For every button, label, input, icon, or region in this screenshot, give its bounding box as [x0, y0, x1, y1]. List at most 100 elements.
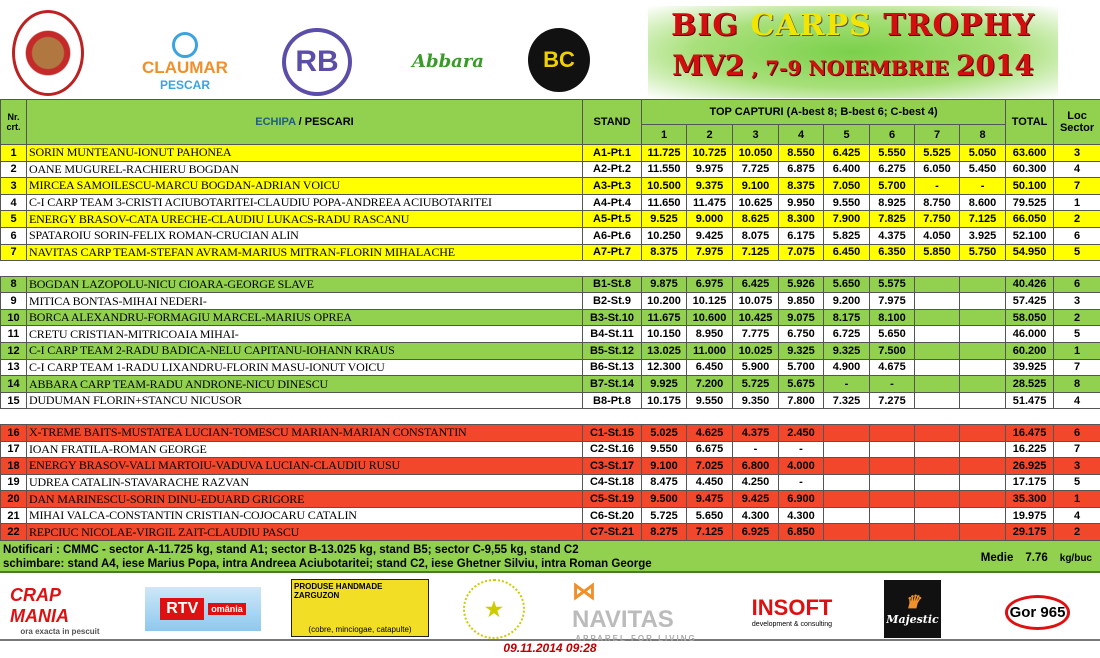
catch-weight: 10.600 — [686, 308, 733, 327]
sector-place: 4 — [1053, 506, 1100, 525]
stand: C5-St.19 — [582, 490, 642, 508]
team-name: DAN MARINESCU-SORIN DINU-EDUARD GRIGORE — [26, 490, 583, 508]
catch-weight: 4.450 — [686, 473, 733, 492]
total: 79.525 — [1005, 193, 1055, 212]
row-number: 17 — [0, 440, 27, 459]
col-catch-7: 7 — [914, 124, 960, 145]
col-catch-5: 5 — [823, 124, 870, 145]
sector-place: 1 — [1053, 193, 1100, 212]
total: 17.175 — [1005, 473, 1055, 492]
table-row: 9 MITICA BONTAS-MIHAI NEDERI- B2-St.9 10.20… — [0, 292, 1100, 310]
header: CLAUMAR PESCAR RB Abbara BC BIG CARPS TR… — [0, 0, 1100, 98]
table-row: 1 SORIN MUNTEANU-IONUT PAHONEA A1-Pt.1 11.7… — [0, 144, 1100, 162]
catch-weight — [958, 375, 1007, 393]
col-catch-8: 8 — [958, 124, 1007, 145]
catch-weight: 4.300 — [778, 506, 824, 525]
catch-weight: 8.625 — [732, 210, 779, 228]
row-number: 19 — [0, 473, 27, 492]
catch-weight — [823, 423, 870, 442]
catch-weight: 7.775 — [732, 325, 779, 344]
catch-weight: 10.075 — [732, 292, 779, 310]
notes-line-1: Notificari : CMMC - sector A-11.725 kg, … — [3, 544, 579, 556]
catch-weight — [914, 358, 960, 377]
row-number: 8 — [0, 275, 27, 294]
table-row: 12 C-I CARP TEAM 2-RADU BADICA-NELU CAPIT… — [0, 342, 1100, 360]
catch-weight: 7.325 — [823, 391, 870, 410]
catch-weight — [914, 523, 960, 542]
col-stand: STAND — [582, 99, 642, 145]
catch-weight — [914, 506, 960, 525]
catch-weight — [823, 457, 870, 475]
catch-weight: 6.750 — [778, 325, 824, 344]
stand: A3-Pt.3 — [582, 177, 642, 195]
table-row: 8 BOGDAN LAZOPOLU-NICU CIOARA-GEORGE SLAV… — [0, 275, 1100, 294]
navitas-logo: ⋈ NAVITAS APPAREL FOR LIVING — [572, 578, 697, 643]
total: 63.600 — [1005, 144, 1055, 162]
crap-mania-logo: CRAP MANIA ora exacta in pescuit — [10, 584, 100, 636]
total: 51.475 — [1005, 391, 1055, 410]
catch-weight — [958, 440, 1007, 459]
row-number: 13 — [0, 358, 27, 377]
table-row: 20 DAN MARINESCU-SORIN DINU-EDUARD GRIGOR… — [0, 490, 1100, 508]
team-name: MIRCEA SAMOILESCU-MARCU BOGDAN-ADRIAN VO… — [26, 177, 583, 195]
club-stars-logo: ★ — [463, 579, 525, 639]
catch-weight — [958, 506, 1007, 525]
catch-weight: 7.750 — [914, 210, 960, 228]
row-number: 3 — [0, 177, 27, 195]
sector-place: 5 — [1053, 243, 1100, 262]
stand: A6-Pt.6 — [582, 226, 642, 245]
catch-weight: 9.325 — [823, 342, 870, 360]
stand: B2-St.9 — [582, 292, 642, 310]
catch-weight: 6.675 — [686, 440, 733, 459]
stand: B1-St.8 — [582, 275, 642, 294]
catch-weight: 10.050 — [732, 144, 779, 162]
stand: C2-St.16 — [582, 440, 642, 459]
catch-weight: 4.375 — [732, 423, 779, 442]
stand: A1-Pt.1 — [582, 144, 642, 162]
rb-logo: RB — [282, 28, 352, 96]
catch-weight: 5.550 — [869, 144, 915, 162]
table-row: 18 ENERGY BRASOV-VALI MARTOIU-VADUVA LUCI… — [0, 457, 1100, 475]
catch-weight: 10.725 — [686, 144, 733, 162]
catch-weight: 5.025 — [641, 423, 687, 442]
col-catch-6: 6 — [869, 124, 915, 145]
catch-weight — [914, 490, 960, 508]
row-number: 20 — [0, 490, 27, 508]
catch-weight — [914, 473, 960, 492]
table-row: 6 SPATAROIU SORIN-FELIX ROMAN-CRUCIAN ALI… — [0, 226, 1100, 245]
catch-weight: 9.200 — [823, 292, 870, 310]
catch-weight: 7.125 — [958, 210, 1007, 228]
catch-weight: 7.825 — [869, 210, 915, 228]
catch-weight — [914, 440, 960, 459]
table-row: 2 OANE MUGUREL-RACHIERU BOGDAN A2-Pt.2 11.5… — [0, 160, 1100, 179]
team-name: UDREA CATALIN-STAVARACHE RAZVAN — [26, 473, 583, 492]
catch-weight — [914, 375, 960, 393]
catch-weight: 7.075 — [778, 243, 824, 262]
col-echipa-pescari: ECHIPA / PESCARI — [26, 99, 583, 145]
catch-weight: 5.700 — [778, 358, 824, 377]
sector-place: 1 — [1053, 490, 1100, 508]
catch-weight: 5.525 — [914, 144, 960, 162]
catch-weight: 5.926 — [778, 275, 824, 294]
catch-weight: 3.925 — [958, 226, 1007, 245]
team-name: SORIN MUNTEANU-IONUT PAHONEA — [26, 144, 583, 162]
rtv-romania-logo: RTV omânia — [145, 587, 261, 631]
sector-place: 4 — [1053, 160, 1100, 179]
total: 46.000 — [1005, 325, 1055, 344]
catch-weight — [914, 292, 960, 310]
catch-weight: 4.000 — [778, 457, 824, 475]
sector-place: 1 — [1053, 342, 1100, 360]
catch-weight — [869, 473, 915, 492]
catch-weight: 11.550 — [641, 160, 687, 179]
catch-weight: 12.300 — [641, 358, 687, 377]
catch-weight — [869, 457, 915, 475]
team-name: BOGDAN LAZOPOLU-NICU CIOARA-GEORGE SLAVE — [26, 275, 583, 294]
catch-weight — [914, 342, 960, 360]
catch-weight: 8.600 — [958, 193, 1007, 212]
catch-weight: 7.800 — [778, 391, 824, 410]
team-name: ENERGY BRASOV-CATA URECHE-CLAUDIU LUKACS… — [26, 210, 583, 228]
total: 19.975 — [1005, 506, 1055, 525]
catch-weight: 5.650 — [869, 325, 915, 344]
stand: A5-Pt.5 — [582, 210, 642, 228]
average-readout: Medie 7.76 kg/buc — [980, 552, 1092, 564]
